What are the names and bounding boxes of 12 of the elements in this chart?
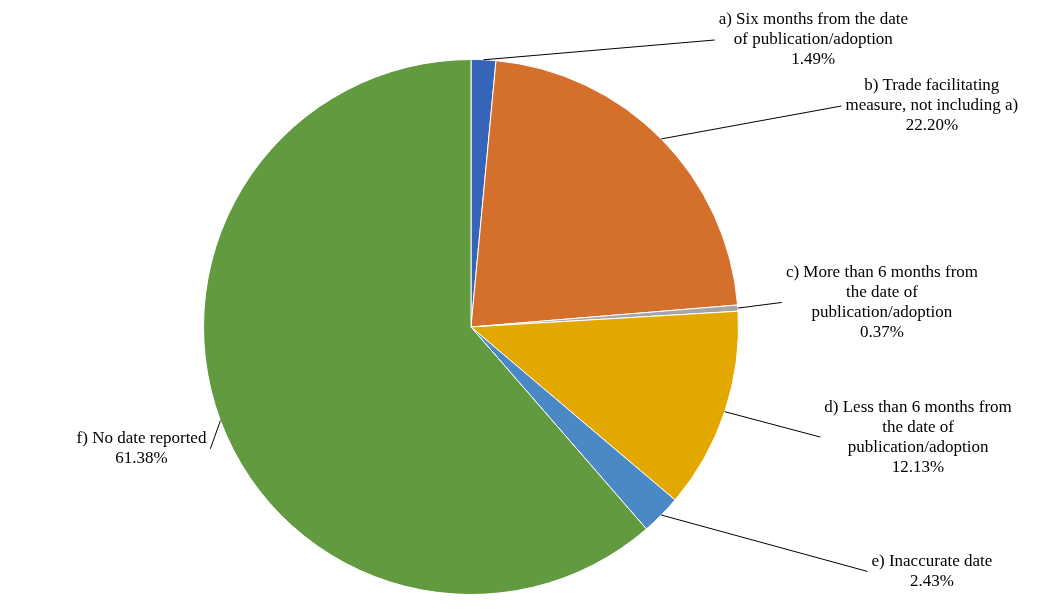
data-label: 0.37%: [860, 321, 904, 341]
data-label: 22.20%: [905, 115, 959, 135]
slice-label: d) Less than 6 months from the date of publication/adoption: [824, 396, 1012, 456]
slice-label: e) Inaccurate date: [871, 550, 993, 570]
slice-label: f) No date reported: [76, 428, 207, 448]
slice-label: a) Six months from the date of publication/adoption: [718, 9, 908, 49]
slice-label: b) Trade facilitating measure, not including a): [845, 75, 1019, 115]
slice-label: c) More than 6 months from the date of publication/adoption: [785, 261, 979, 321]
data-label: 2.43%: [909, 570, 954, 590]
data-label: 61.38%: [115, 448, 168, 468]
data-label: 1.49%: [791, 49, 836, 69]
data-label: 12.13%: [891, 456, 945, 476]
